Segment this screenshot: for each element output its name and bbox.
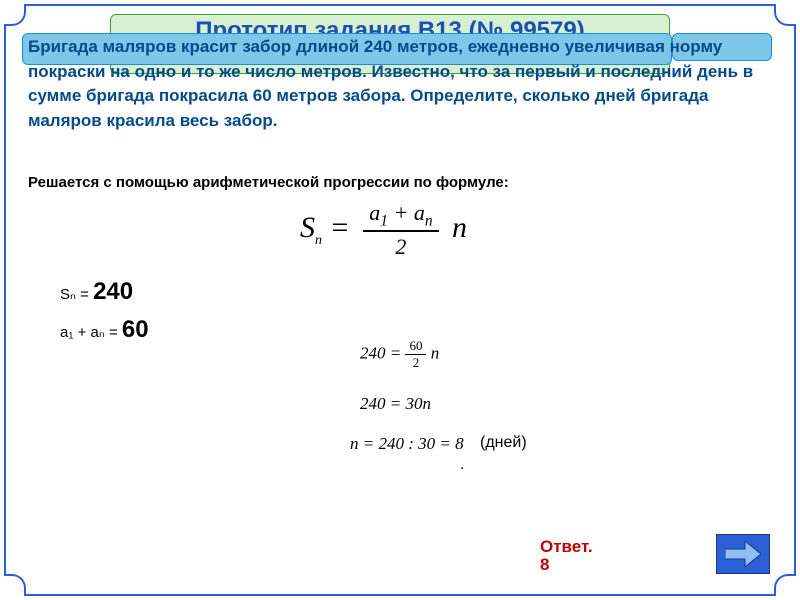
problem-statement: Бригада маляров красит забор длиной 240 … [28,35,778,134]
step-2: 240 = 30n [360,394,431,414]
given-sn: Sₙ = 240 [60,278,133,306]
answer-block: Ответ. 8 [540,538,593,574]
equals: = [330,211,358,244]
given-sn-value: 240 [93,278,133,305]
next-button[interactable] [716,534,770,574]
given-sum-label: a₁ + aₙ = [60,324,122,341]
step1-den: 2 [405,355,426,371]
formula-numerator: a1 + an [363,200,438,232]
step1-lhs: 240 = [360,343,401,362]
a1-var: a [369,200,380,225]
corner-ornament [4,574,26,596]
formula-main: Sn = a1 + an 2 n [300,200,467,260]
step1-n: n [431,343,440,362]
days-label: (дней) [480,434,527,452]
answer-value: 8 [540,556,593,574]
corner-ornament [774,574,796,596]
formula-S: S [300,211,315,244]
period-dot: . [460,456,464,474]
step1-frac: 60 2 [405,338,426,371]
formula-fraction: a1 + an 2 [363,200,438,260]
corner-ornament [4,4,26,26]
corner-ornament [774,4,796,26]
step1-num: 60 [405,338,426,355]
step-3: n = 240 : 30 = 8 [350,434,464,454]
formula-S-sub: n [315,233,322,248]
formula-denominator: 2 [363,232,438,260]
given-sum-value: 60 [122,316,149,343]
formula-n: n [452,211,467,244]
solution-intro: Решается с помощью арифметической прогре… [28,174,509,191]
answer-label: Ответ. [540,538,593,556]
a1-sub: 1 [380,212,388,229]
an-var: a [414,200,425,225]
an-sub: n [425,212,433,229]
given-sum: a₁ + aₙ = 60 [60,316,149,344]
arrow-right-icon [725,541,761,567]
given-sn-label: Sₙ = [60,286,93,303]
step-1: 240 = 60 2 n [360,338,439,371]
